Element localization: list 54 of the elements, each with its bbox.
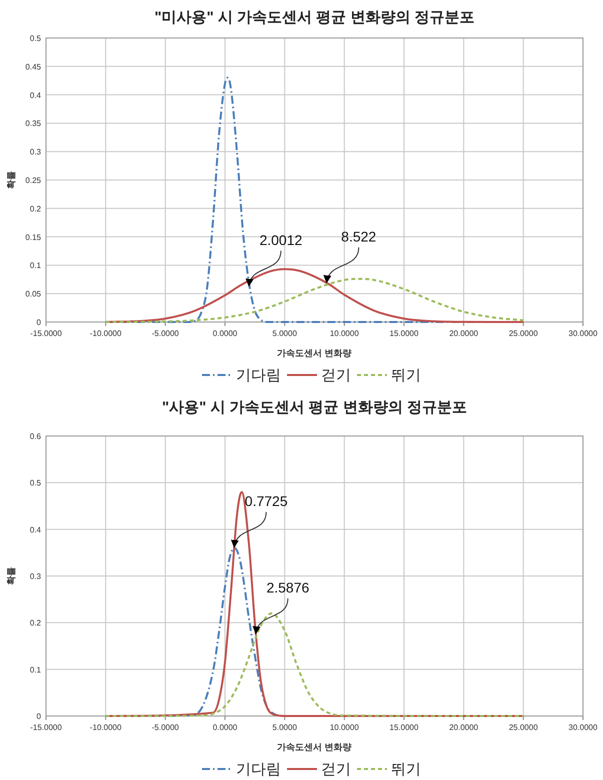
- x-tick-label: -5.0000: [152, 723, 180, 732]
- legend-label: 걷기: [321, 761, 351, 778]
- annotation: 8.522: [341, 228, 376, 244]
- y-tick-label: 0.15: [25, 232, 42, 242]
- legend-label: 걷기: [321, 367, 351, 384]
- x-axis-title: 가속도센서 변화량: [277, 742, 352, 752]
- legend-label: 기다림: [236, 761, 281, 778]
- x-tick-label: 20.0000: [449, 329, 479, 338]
- y-tick-label: 0.3: [30, 572, 42, 581]
- y-tick-label: 0.2: [30, 204, 42, 214]
- y-tick-label: 0.3: [30, 148, 42, 157]
- chart-title: "미사용" 시 가속도센서 평균 변화량의 정규분포: [154, 9, 475, 26]
- legend-label: 뛰기: [391, 367, 421, 384]
- x-tick-label: 30.0000: [568, 329, 598, 338]
- x-tick-label: 10.0000: [330, 329, 360, 338]
- y-tick-label: 0.4: [30, 90, 42, 100]
- y-tick-label: 0.1: [30, 261, 42, 270]
- x-tick-label: 25.0000: [508, 329, 538, 338]
- x-tick-label: -15.0000: [30, 723, 62, 732]
- legend-label: 기다림: [236, 367, 281, 384]
- x-tick-label: 15.0000: [390, 723, 420, 732]
- x-tick-label: 5.0000: [272, 723, 298, 732]
- x-tick-label: 30.0000: [568, 723, 598, 732]
- y-tick-label: 0.5: [30, 478, 42, 488]
- y-tick-label: 0.05: [25, 290, 42, 299]
- x-tick-label: 0.0000: [212, 329, 238, 338]
- x-tick-label: 25.0000: [508, 723, 538, 732]
- y-tick-label: 0.5: [30, 34, 42, 43]
- y-tick-label: 0.4: [30, 525, 42, 534]
- x-axis-title: 가속도센서 변화량: [277, 348, 352, 358]
- x-tick-label: -15.0000: [30, 329, 62, 338]
- annotation: 2.0012: [259, 232, 302, 248]
- x-tick-label: -10.0000: [90, 329, 122, 338]
- annotation: 0.7725: [244, 493, 288, 509]
- y-tick-label: 0.45: [25, 62, 42, 72]
- legend-label: 뛰기: [391, 761, 421, 778]
- x-tick-label: 20.0000: [449, 723, 479, 732]
- x-tick-label: 10.0000: [330, 723, 360, 732]
- chart-title: "사용" 시 가속도센서 평균 변화량의 정규분포: [162, 399, 468, 416]
- x-tick-label: -5.0000: [152, 329, 180, 338]
- y-axis-title: 확률: [6, 171, 16, 189]
- annotation: 2.5876: [266, 579, 310, 596]
- x-tick-label: -10.0000: [90, 723, 122, 732]
- y-tick-label: 0.6: [30, 432, 42, 441]
- y-tick-label: 0.25: [25, 176, 42, 185]
- y-axis-title: 확률: [6, 567, 16, 585]
- y-tick-label: 0.2: [30, 618, 42, 628]
- x-tick-label: 0.0000: [212, 723, 238, 732]
- y-tick-label: 0: [36, 318, 42, 327]
- y-tick-label: 0.1: [30, 665, 42, 674]
- y-tick-label: 0.35: [25, 119, 42, 128]
- y-tick-label: 0: [36, 712, 42, 721]
- x-tick-label: 15.0000: [390, 329, 420, 338]
- x-tick-label: 5.0000: [272, 329, 298, 338]
